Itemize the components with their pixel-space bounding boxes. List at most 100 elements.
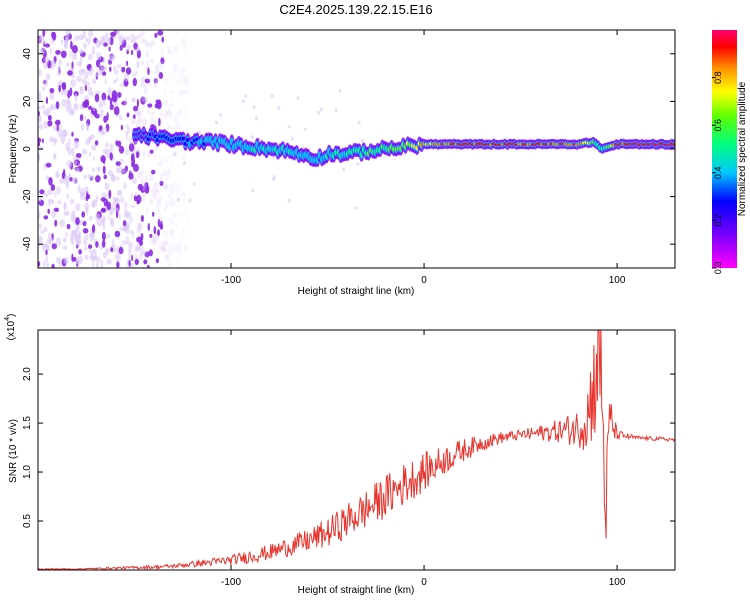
noise-point	[88, 30, 94, 38]
noise-point	[44, 56, 50, 64]
noise-point	[47, 208, 50, 214]
noise-point	[183, 45, 190, 51]
noise-point	[66, 160, 73, 168]
noise-point	[43, 163, 46, 171]
noise-point	[71, 74, 76, 79]
noise-point	[125, 67, 132, 75]
noise-point	[76, 240, 81, 247]
noise-point	[182, 155, 187, 161]
noise-point	[178, 213, 183, 219]
noise-point	[131, 262, 135, 268]
noise-point	[158, 195, 163, 203]
colorbar-ticks: 0.0 0.2 0.4 0.6 0.8	[712, 71, 723, 274]
noise-point	[115, 161, 121, 166]
noise-point	[117, 189, 123, 196]
noise-point	[174, 245, 181, 254]
noise-point	[176, 123, 183, 132]
noise-point	[155, 200, 161, 208]
noise-point	[182, 228, 186, 235]
noise-point	[152, 184, 159, 193]
noise-point	[186, 83, 190, 89]
noise-point	[56, 124, 59, 132]
noise-point	[141, 95, 146, 103]
noise-point	[128, 229, 134, 235]
noise-point	[128, 241, 134, 248]
noise-point	[78, 34, 85, 41]
noise-point	[184, 77, 188, 84]
noise-point	[98, 100, 103, 109]
noise-point	[117, 33, 122, 42]
noise-point	[156, 209, 161, 215]
noise-point	[88, 135, 93, 141]
noise-point	[162, 241, 168, 246]
noise-point	[45, 256, 49, 263]
noise-point	[175, 73, 178, 80]
noise-point	[135, 242, 141, 251]
noise-point	[42, 86, 45, 91]
noise-point	[88, 151, 91, 157]
noise-point	[153, 188, 158, 195]
noise-point	[87, 37, 91, 46]
noise-point	[244, 94, 248, 99]
noise-point	[123, 182, 127, 190]
noise-point	[141, 118, 148, 126]
noise-point	[192, 182, 196, 186]
noise-point	[128, 172, 134, 180]
noise-point	[41, 243, 48, 248]
noise-point	[128, 244, 132, 253]
noise-point	[166, 168, 171, 178]
noise-point	[124, 97, 128, 107]
noise-point	[131, 72, 136, 79]
noise-point	[42, 120, 49, 129]
noise-point	[85, 196, 89, 201]
colorbar-gradient	[712, 30, 737, 268]
noise-point	[163, 207, 167, 213]
noise-point	[75, 153, 82, 158]
noise-point	[84, 239, 87, 246]
noise-point	[71, 45, 78, 54]
noise-point	[177, 77, 181, 83]
noise-point	[140, 96, 146, 105]
noise-point	[112, 238, 115, 248]
noise-point	[173, 117, 178, 122]
noise-point	[176, 108, 183, 115]
noise-point	[146, 207, 149, 215]
snr-series-line	[38, 330, 675, 570]
noise-point	[360, 139, 364, 143]
noise-point	[55, 257, 62, 264]
noise-point	[116, 64, 122, 69]
noise-point	[160, 57, 165, 65]
noise-point	[46, 73, 51, 81]
noise-point	[127, 125, 131, 135]
noise-point	[52, 31, 57, 41]
y-multiplier-exp: 4	[4, 317, 11, 321]
noise-point	[170, 228, 174, 236]
svg-text:(x104): (x104)	[4, 314, 17, 341]
noise-point	[152, 192, 158, 201]
noise-point	[102, 71, 107, 76]
noise-point	[48, 177, 53, 186]
bottom-x-axis-label: Height of straight line (km)	[298, 585, 415, 596]
noise-point	[69, 234, 75, 242]
noise-point	[66, 62, 70, 68]
noise-point	[47, 120, 53, 127]
noise-point	[219, 113, 223, 117]
noise-point	[157, 218, 161, 228]
noise-point	[125, 225, 130, 234]
noise-point	[130, 39, 136, 44]
noise-point	[69, 50, 72, 59]
noise-point	[62, 89, 68, 96]
noise-point	[157, 161, 163, 167]
noise-point	[152, 211, 155, 217]
noise-point	[167, 170, 171, 176]
bottom-y-tick-label: 0.5	[22, 514, 33, 528]
noise-point	[184, 243, 190, 249]
bottom-x-tick-label: 0	[421, 577, 427, 588]
noise-point	[38, 235, 43, 244]
noise-point	[82, 101, 86, 108]
noise-point	[342, 167, 346, 172]
noise-point	[290, 137, 294, 141]
noise-point	[149, 40, 155, 46]
noise-point	[149, 233, 153, 238]
noise-point	[161, 76, 166, 83]
